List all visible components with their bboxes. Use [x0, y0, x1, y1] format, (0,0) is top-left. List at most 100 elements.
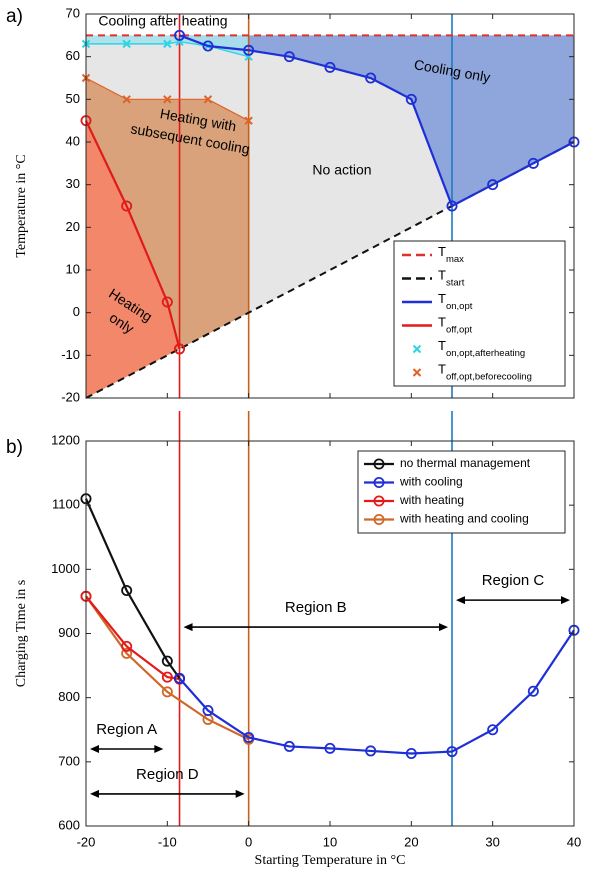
- legend-label-main: T: [438, 268, 446, 283]
- series-2-point-2: [161, 671, 173, 683]
- legend-label-a: Tmax: [438, 244, 464, 264]
- region-arrow-head-left-3: [90, 789, 99, 798]
- legend-marker-b-1: [373, 476, 385, 488]
- series-line-0: [84, 498, 181, 680]
- xtick-label-b: 0: [245, 834, 252, 849]
- ton-afterheating-point-1: [122, 39, 131, 49]
- toff-beforecooling-point-3: [203, 95, 213, 104]
- xtick-label-b: 20: [404, 834, 418, 849]
- ton-point-6: [405, 93, 417, 105]
- ytick-label-a: 70: [66, 5, 80, 20]
- ytick-label-b: 800: [58, 689, 80, 704]
- legend-label-b: with heating and cooling: [399, 512, 529, 526]
- legend-label-main: T: [438, 362, 446, 377]
- xtick-label-b: 10: [323, 834, 337, 849]
- series-1-point-9: [527, 685, 539, 697]
- ton-point-5: [365, 72, 377, 84]
- legend-label-sub: on,opt,afterheating: [446, 348, 525, 359]
- ytick-label-a: 20: [66, 219, 80, 234]
- series-3-point-1: [121, 647, 133, 659]
- ytick-label-a: 50: [66, 91, 80, 106]
- legend-marker-b-3: [373, 514, 385, 526]
- ton-point-0: [174, 29, 186, 41]
- legend-b: no thermal management with cooling with he…: [357, 450, 566, 534]
- legend-label-sub: off,opt,beforecooling: [446, 371, 532, 382]
- series-line-2: [85, 595, 180, 681]
- series-1-point-8: [487, 724, 499, 736]
- ytick-label-a: 60: [66, 48, 80, 63]
- toff-beforecooling-point-1: [122, 95, 131, 104]
- series-0-point-2: [161, 655, 173, 667]
- heating-with-cooling-region: [86, 78, 249, 349]
- toff-beforecooling-point-2: [163, 95, 172, 104]
- series-2-point-1: [121, 640, 133, 652]
- region-arrow-head-right-1: [439, 623, 448, 632]
- ton-point-9: [527, 157, 539, 169]
- series-1-point-1: [202, 705, 214, 717]
- ytick-label-b: 1200: [51, 432, 80, 447]
- legend-label-main: T: [438, 244, 446, 259]
- series-1-point-5: [365, 745, 377, 757]
- legend-box-a: [393, 240, 566, 387]
- ton-point-8: [487, 179, 499, 191]
- region-arrow-head-left-1: [183, 623, 193, 632]
- ton-point-2: [243, 44, 255, 56]
- xtick-label-b: 40: [567, 834, 581, 849]
- region-label-3: Region D: [136, 766, 199, 783]
- legend-swatch-a-5: [412, 368, 422, 377]
- toff-point-3: [174, 343, 186, 355]
- ton-point-1: [202, 40, 214, 52]
- legend-label-b: with heating: [399, 493, 464, 507]
- ytick-label-b: 1000: [51, 561, 80, 576]
- ton-afterheating-point-2: [163, 39, 172, 49]
- legend-label-a: Toff,opt: [438, 315, 473, 335]
- ytick-label-a: 0: [73, 304, 80, 319]
- series-3-point-2: [161, 686, 173, 698]
- legend-label-sub: start: [446, 277, 465, 288]
- region-arrow-head-right-3: [235, 789, 245, 798]
- region-label-0: Region A: [96, 721, 157, 738]
- legend-label-sub: off,opt: [446, 324, 473, 335]
- legend-label-sub: max: [446, 254, 464, 265]
- legend-marker-b-2: [373, 495, 385, 507]
- toff-point-2: [161, 296, 173, 308]
- ytick-label-b: 900: [58, 625, 80, 640]
- panel-label-b: b): [6, 437, 23, 458]
- series-1-point-3: [283, 740, 295, 752]
- legend-label-a: Tstart: [438, 268, 465, 288]
- ytick-label-a: -10: [61, 347, 80, 362]
- legend-label-a: Toff,opt,beforecooling: [438, 362, 532, 382]
- ytick-label-b: 600: [58, 817, 80, 832]
- region-label-cooling-after-heating: Cooling after heating: [98, 13, 227, 29]
- y-axis-label-a: Temperature in °C: [14, 154, 29, 257]
- x-axis-label-b: Starting Temperature in °C: [255, 853, 406, 868]
- series-1-point-2: [243, 731, 255, 743]
- panel-label-a: a): [6, 6, 23, 27]
- ytick-label-a: 40: [66, 133, 80, 148]
- legend-swatch-a-4: [412, 344, 422, 354]
- toff-beforecooling-point-4: [244, 116, 253, 125]
- ton-point-7: [446, 200, 458, 212]
- region-label-1: Region B: [285, 599, 347, 616]
- ton-point-3: [283, 51, 295, 63]
- region-arrow-head-left-2: [456, 596, 465, 605]
- legend-label-main: T: [438, 291, 446, 306]
- region-label-no-action: No action: [312, 162, 371, 178]
- region-arrow-head-right-2: [561, 596, 570, 605]
- toff-point-1: [121, 200, 133, 212]
- panel-a: -20 -10 0 10 20 30 40 50 60 70 Temperature in °C a)…: [6, 5, 580, 404]
- region-label-2: Region C: [482, 572, 545, 589]
- series-1-point-0: [174, 672, 186, 684]
- series-ton: [179, 34, 575, 208]
- series-1-point-4: [324, 742, 336, 754]
- ytick-label-b: 700: [58, 753, 80, 768]
- heating-only-region: [86, 120, 180, 399]
- series-1-point-7: [446, 746, 458, 758]
- panel-b: Region A Region B Region C Region D 600 700 80…: [6, 411, 581, 868]
- legend-a: TmaxTstartTon,optToff,optTon,opt,afterhe…: [393, 240, 566, 387]
- ton-point-4: [324, 61, 336, 73]
- series-line-3: [85, 595, 250, 741]
- legend-label-sub: on,opt: [446, 301, 473, 312]
- cooling-only-region: [179, 35, 575, 207]
